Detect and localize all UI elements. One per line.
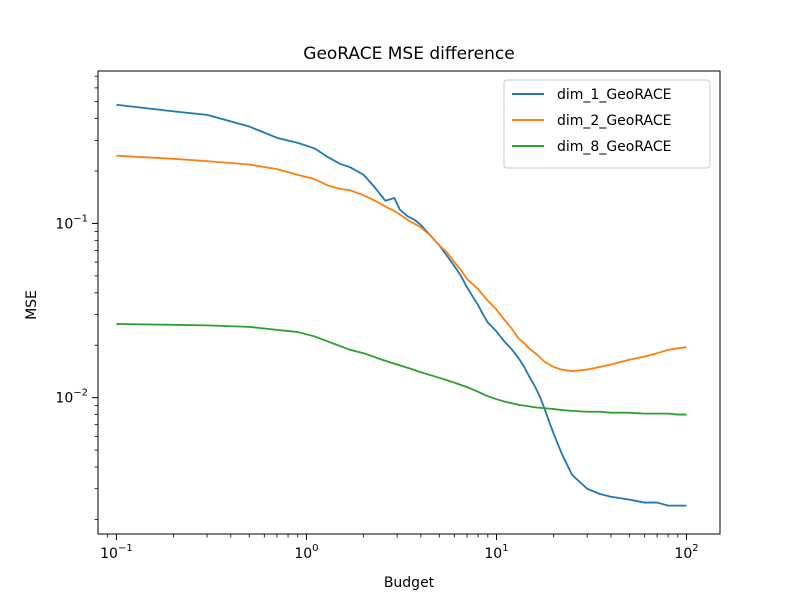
chart-title: GeoRACE MSE difference bbox=[303, 44, 514, 64]
series-layer bbox=[116, 103, 687, 507]
plot-frame bbox=[97, 70, 721, 535]
x-tick-label-2: 100 bbox=[294, 543, 318, 562]
ticks-layer: 10−1 100 101 102 10−1 10−2 bbox=[55, 75, 699, 562]
x-axis-label: Budget bbox=[384, 575, 435, 591]
legend: dim_1_GeoRACE dim_2_GeoRACE dim_8_GeoRACE bbox=[503, 79, 711, 169]
legend-box bbox=[503, 79, 711, 169]
x-tick-label-1: 10−1 bbox=[100, 543, 133, 562]
y-axis-label: MSE bbox=[24, 290, 40, 320]
series-line-1 bbox=[116, 103, 687, 507]
legend-label-3: dim_8_GeoRACE bbox=[557, 139, 671, 155]
y-tick-label-1: 10−1 bbox=[55, 213, 88, 232]
legend-label-2: dim_2_GeoRACE bbox=[557, 113, 671, 129]
axes-frame bbox=[97, 70, 721, 535]
series-line-2 bbox=[116, 154, 687, 373]
legend-label-1: dim_1_GeoRACE bbox=[557, 87, 671, 103]
y-tick-label-2: 10−2 bbox=[55, 388, 88, 407]
series-line-3 bbox=[116, 323, 687, 416]
x-tick-label-3: 101 bbox=[484, 543, 508, 562]
x-tick-label-4: 102 bbox=[674, 543, 698, 562]
